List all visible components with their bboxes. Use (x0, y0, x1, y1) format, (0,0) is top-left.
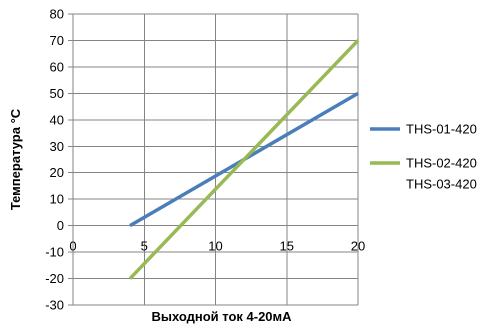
x-axis-title: Выходной ток 4-20мА (151, 309, 292, 324)
y-tick-label: 50 (50, 86, 64, 101)
legend-label-1: THS-01-420 (406, 122, 477, 137)
x-tick-label: 5 (141, 239, 148, 254)
y-axis-title: Температура °С (8, 108, 23, 210)
series-line-2 (128, 39, 360, 280)
y-tick-label: 60 (50, 59, 64, 74)
legend-label-2: THS-02-420 (406, 156, 477, 171)
y-tick-label: 40 (50, 112, 64, 127)
y-tick-label: 10 (50, 192, 64, 207)
x-tick-label: 20 (351, 239, 365, 254)
series-lines (128, 39, 360, 280)
x-tick-label: 15 (280, 239, 294, 254)
grid (72, 13, 359, 306)
y-tick-label: 30 (50, 139, 64, 154)
y-tick-label: 20 (50, 165, 64, 180)
x-tick-labels: 0 5 10 15 20 (69, 239, 365, 254)
axes (68, 13, 359, 306)
x-tick-label: 10 (208, 239, 222, 254)
y-tick-label: -30 (45, 298, 64, 313)
y-tick-label: 0 (57, 218, 64, 233)
legend: THS-01-420 THS-02-420 THS-03-420 (370, 122, 477, 192)
y-tick-label: 80 (50, 7, 64, 22)
y-tick-labels: -30 -20 -10 0 10 20 30 40 50 60 70 80 (45, 7, 64, 313)
x-tick-label: 0 (69, 239, 76, 254)
y-tick-label: -20 (45, 271, 64, 286)
y-tick-label: 70 (50, 33, 64, 48)
legend-label-2: THS-03-420 (406, 177, 477, 192)
y-tick-label: -10 (45, 245, 64, 260)
